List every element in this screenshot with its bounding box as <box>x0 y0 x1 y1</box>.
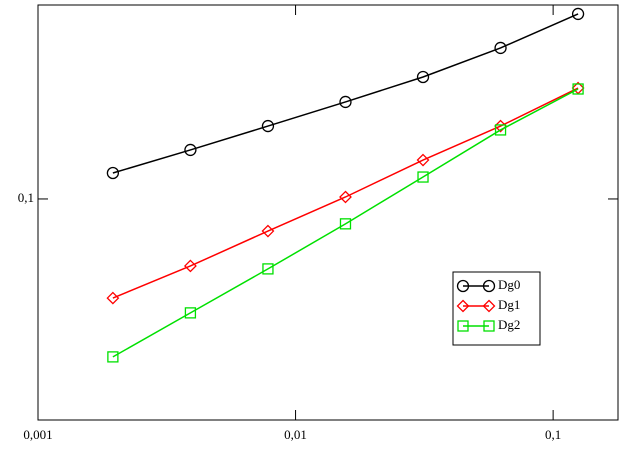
x-tick-label: 0,1 <box>545 427 561 442</box>
marker <box>483 320 495 332</box>
marker <box>261 224 275 238</box>
marker <box>106 166 120 180</box>
marker <box>456 299 470 313</box>
series-line <box>112 88 579 358</box>
marker <box>262 263 274 275</box>
marker <box>417 171 429 183</box>
marker <box>482 279 496 293</box>
y-tick-label: 0,1 <box>18 190 34 205</box>
legend-box <box>452 271 541 346</box>
marker <box>106 291 120 305</box>
marker <box>494 119 507 133</box>
marker <box>571 7 585 21</box>
marker <box>572 83 584 95</box>
marker <box>456 279 470 293</box>
legend-label: Dg1 <box>498 297 520 312</box>
marker <box>183 259 197 273</box>
marker <box>261 119 275 133</box>
marker <box>339 190 352 204</box>
marker <box>107 351 119 363</box>
plot-frame <box>37 4 619 421</box>
marker <box>457 320 469 332</box>
marker <box>416 153 430 167</box>
marker <box>494 41 507 55</box>
x-tick-label: 0,001 <box>23 427 52 442</box>
marker <box>184 143 197 157</box>
series-line <box>112 13 579 174</box>
marker <box>416 70 430 84</box>
legend-label: Dg0 <box>498 277 520 292</box>
x-tick-label: 0,01 <box>284 427 307 442</box>
marker <box>339 95 352 109</box>
marker <box>184 307 197 319</box>
series-line <box>112 87 579 299</box>
marker <box>339 218 352 230</box>
marker <box>494 124 507 136</box>
legend-label: Dg2 <box>498 317 520 332</box>
marker <box>482 299 496 313</box>
